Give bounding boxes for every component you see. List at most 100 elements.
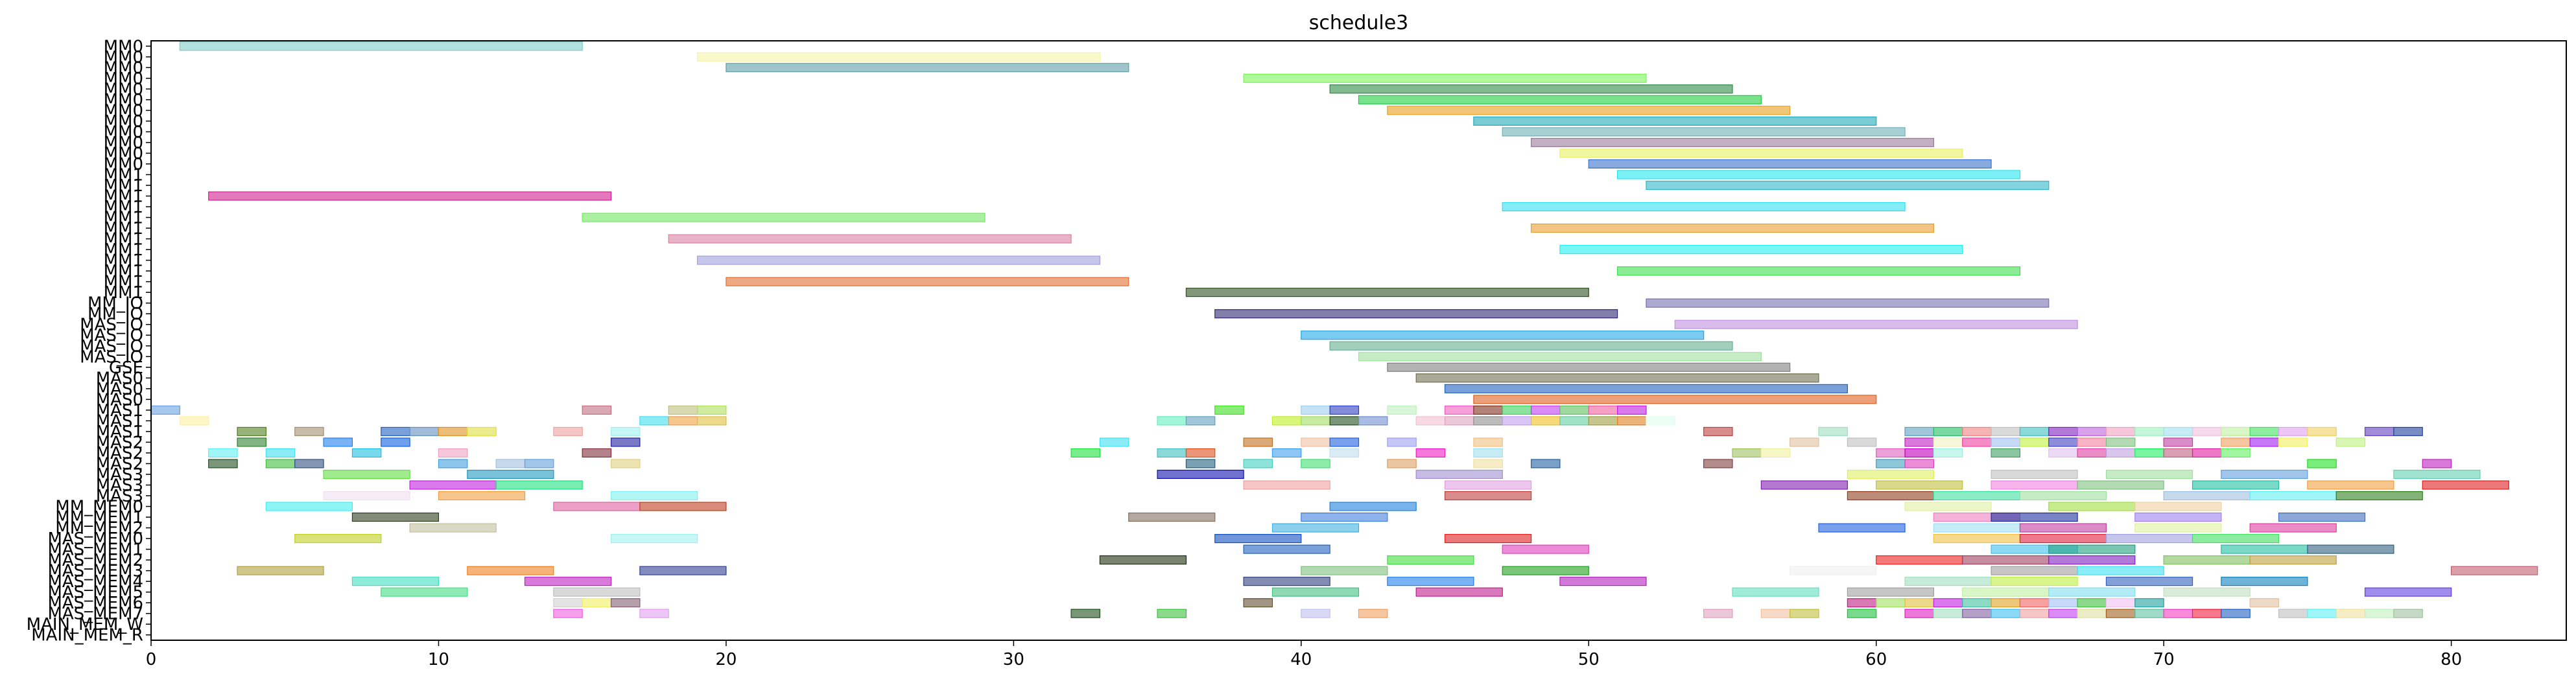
gantt-bar [582,405,612,415]
gantt-bar [323,491,410,501]
gantt-bar [1301,405,1330,415]
gantt-bar [1588,159,1992,168]
gantt-bar [2192,448,2222,457]
gantt-bar [2105,534,2193,544]
gantt-bar [1243,459,1273,469]
gantt-bar [1876,555,1963,565]
gantt-bar [610,437,641,447]
gantt-bar [639,502,727,511]
y-tick-label: MAS0 [96,390,143,410]
gantt-bar [2249,523,2337,533]
gantt-bar [1760,608,1791,618]
gantt-bar [696,52,1100,62]
gantt-bar [2393,469,2481,480]
gantt-bar [1530,224,1935,233]
gantt-bar [2163,426,2193,436]
gantt-bar [265,502,353,511]
gantt-bar [2249,491,2337,501]
gantt-bar [1271,587,1360,597]
y-tick-label: GSE [109,358,143,378]
gantt-bar [2134,523,2222,533]
gantt-bar [2077,480,2164,490]
y-tick-label: MM1 [104,198,143,217]
gantt-bar [351,448,382,457]
gantt-bar [1415,469,1503,480]
gantt-bar [1904,437,1935,447]
gantt-bar [1070,608,1100,618]
gantt-bar [1790,566,1877,575]
gantt-bar [639,416,669,426]
gantt-bar [1214,405,1244,415]
gantt-bar [381,437,410,447]
gantt-bar [467,566,554,575]
gantt-bar [1301,608,1330,618]
gantt-bar [1991,513,2078,522]
gantt-bar [524,459,554,469]
x-tick-label: 10 [428,650,449,669]
gantt-bar [2393,608,2423,618]
gantt-bar [2077,608,2107,618]
gantt-bar [2364,587,2452,597]
gantt-bar [610,459,641,469]
gantt-bar [2307,426,2337,436]
gantt-bar [1530,416,1561,426]
gantt-bar [381,426,410,436]
gantt-bar [2221,469,2308,480]
gantt-bar [1243,598,1273,608]
gantt-bar [1157,608,1187,618]
gantt-bar [1530,137,1935,147]
gantt-bar [1991,598,2021,608]
gantt-bar [294,459,324,469]
y-tick-label: MAS_MEM4 [47,572,143,592]
gantt-bar [409,523,497,533]
gantt-bar [1588,416,1618,426]
gantt-bar [1243,480,1330,490]
gantt-bar [2048,502,2136,511]
gantt-bar [237,566,324,575]
gantt-bar [1646,416,1675,426]
y-tick-label: MM1 [104,230,143,249]
gantt-bar [1559,416,1589,426]
y-tick-label: MAS1 [96,423,143,442]
gantt-bar [1904,577,1992,586]
gantt-bar [351,577,440,586]
gantt-bar [1502,127,1906,137]
gantt-bar [1444,534,1532,544]
gantt-bar [2048,426,2078,436]
gantt-bar [208,448,238,457]
gantt-bar [2105,469,2193,480]
y-tick-label: MM0 [104,48,143,67]
gantt-bar [2451,566,2538,575]
gantt-bar [2134,426,2164,436]
gantt-bar [2335,437,2366,447]
gantt-bar [1904,608,1935,618]
gantt-bar [1933,437,1963,447]
gantt-bar [1732,587,1819,597]
gantt-bar [2134,448,2164,457]
gantt-bar [294,534,382,544]
gantt-bar [1847,587,1935,597]
y-tick-label: MM1 [104,273,143,292]
gantt-bar [2163,437,2193,447]
y-tick-label: MM0 [104,122,143,142]
x-tick-label: 70 [2153,650,2175,669]
gantt-bar [2221,577,2308,586]
gantt-bar [1358,416,1388,426]
gantt-bar [1732,448,1762,457]
gantt-bar [1444,416,1474,426]
gantt-bar [1473,116,1877,126]
y-tick-label: MM_MEM1 [55,508,143,527]
gantt-bar [1329,416,1360,426]
gantt-bar [2019,598,2050,608]
gantt-bar [2278,608,2308,618]
gantt-bar [409,480,497,490]
gantt-bar [2278,437,2308,447]
gantt-bar [1444,405,1474,415]
gantt-bar [2335,491,2423,501]
gantt-bar [696,255,1100,265]
gantt-bar [2077,566,2164,575]
gantt-bar [639,566,727,575]
gantt-bar [1387,555,1474,565]
y-tick-label: MAS_MEM2 [47,551,143,570]
gantt-bar [1358,95,1762,104]
